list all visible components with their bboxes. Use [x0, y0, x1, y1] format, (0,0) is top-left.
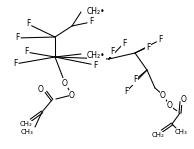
Text: O: O	[69, 90, 75, 100]
Text: CH₂•: CH₂•	[87, 7, 106, 15]
Text: CH₃: CH₃	[21, 129, 33, 135]
Text: CH₃: CH₃	[175, 129, 187, 135]
Text: F: F	[124, 87, 128, 97]
Text: O: O	[38, 86, 44, 94]
Text: O: O	[181, 96, 187, 104]
Text: F: F	[89, 17, 93, 27]
Text: F: F	[133, 76, 137, 84]
Text: O: O	[62, 79, 68, 87]
Text: O: O	[167, 101, 173, 111]
Text: CH₂: CH₂	[20, 121, 32, 127]
Text: F: F	[15, 34, 19, 42]
Text: F: F	[158, 35, 162, 45]
Text: F: F	[93, 60, 97, 69]
Text: F: F	[110, 48, 114, 56]
Text: F: F	[146, 42, 150, 52]
Text: F: F	[26, 20, 30, 28]
Text: F: F	[13, 59, 17, 69]
Text: F: F	[24, 48, 28, 56]
Text: O: O	[160, 90, 166, 100]
Text: F: F	[122, 38, 126, 48]
Text: CH₂•: CH₂•	[87, 51, 106, 59]
Text: CH₂: CH₂	[152, 132, 165, 138]
